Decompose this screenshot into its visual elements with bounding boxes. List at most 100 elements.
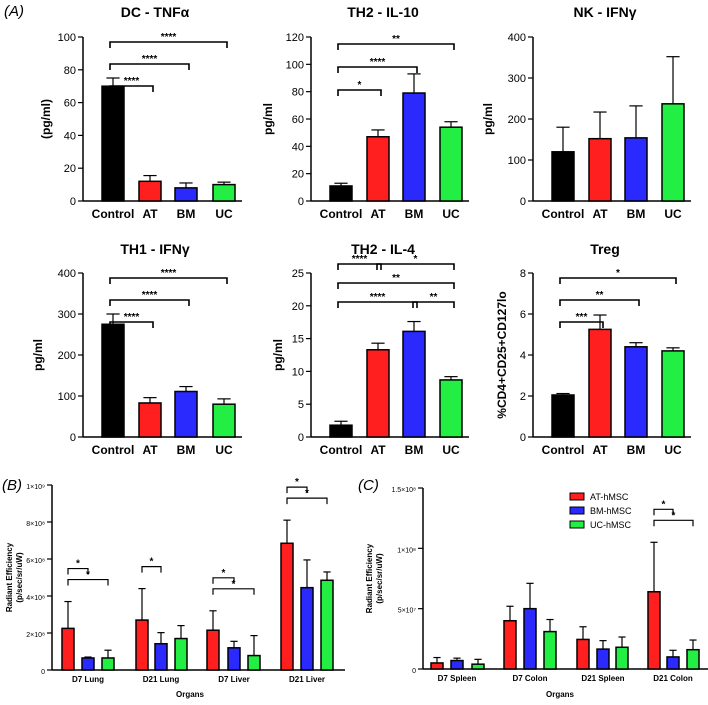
significance-bracket: [653, 519, 694, 527]
bar-control: [551, 151, 575, 202]
significance-bracket: [337, 66, 418, 73]
significance-bracket: [559, 277, 677, 284]
significance-bracket: [337, 263, 382, 270]
significance-label: ****: [161, 32, 177, 43]
significance-label: ****: [161, 268, 177, 279]
y-tick-label: 100: [58, 391, 76, 403]
bar-at: [206, 629, 220, 671]
bar-bm: [523, 607, 537, 670]
significance-bracket: [109, 41, 228, 48]
x-axis-label: Organs: [546, 690, 575, 699]
bar-control: [329, 424, 353, 438]
bar-at: [366, 136, 390, 202]
y-tick-label: 100: [508, 155, 526, 167]
y-tick-label: 2: [520, 391, 526, 403]
legend-swatch: [569, 492, 585, 501]
y-tick-label: 40: [292, 141, 304, 153]
y-axis-label: Radiant Efficiency: [365, 543, 374, 613]
y-tick-label: 0: [412, 668, 416, 675]
legend-swatch: [569, 506, 585, 515]
x-tick-label: UC: [664, 207, 682, 221]
bar-control: [101, 323, 125, 438]
chart-title: TH1 - IFNγ: [120, 241, 189, 257]
y-tick-label: 4: [520, 350, 526, 362]
bar-uc: [212, 403, 236, 438]
y-tick-label: 1×10⁸: [397, 547, 416, 554]
significance-label: **: [392, 273, 400, 284]
x-tick-label: BM: [405, 207, 424, 221]
x-axis-label: Organs: [176, 690, 205, 699]
bar-uc: [439, 379, 463, 438]
x-tick-label: AT: [142, 443, 158, 457]
significance-label: *: [86, 570, 90, 581]
significance-label: *: [414, 254, 418, 265]
y-tick-label: 200: [58, 350, 76, 362]
x-tick-label: D21 Liver: [289, 675, 325, 684]
chart-title: Treg: [590, 241, 620, 257]
bar-uc: [212, 183, 236, 202]
significance-bracket: [653, 508, 674, 516]
y-tick-label: 10: [292, 366, 304, 378]
chart-title: NK - IFNγ: [574, 4, 637, 20]
bar-bm: [174, 390, 198, 438]
significance-label: *: [232, 579, 236, 590]
bar-bm: [300, 586, 314, 671]
y-tick-label: 8×10⁸: [26, 521, 45, 528]
x-tick-label: D7 Liver: [218, 675, 250, 684]
y-axis-label: (p/sec/sr/uW): [15, 552, 24, 603]
significance-label: *: [616, 268, 620, 279]
significance-bracket: [67, 578, 109, 586]
chart-title: TH2 - IL-10: [347, 4, 419, 20]
y-axis-label: Radiant Efficiency: [5, 542, 14, 612]
bar-bm: [624, 346, 648, 438]
significance-label: ****: [124, 76, 140, 87]
y-tick-label: 0: [70, 432, 76, 444]
significance-label: **: [430, 292, 438, 303]
legend-swatch: [569, 520, 585, 529]
x-tick-label: BM: [627, 443, 646, 457]
bar-uc: [439, 126, 463, 202]
x-tick-label: BM: [627, 207, 646, 221]
legend-label: BM-hMSC: [590, 506, 632, 516]
bar-uc: [471, 663, 485, 670]
y-tick-label: 80: [64, 65, 76, 77]
significance-bracket: [559, 299, 640, 306]
bar-at: [61, 627, 75, 671]
x-tick-label: BM: [405, 443, 424, 457]
chart-th1-ifng: 0 100 200 300 400 TH1 - IFNγ pg/ml Control AT BM U…: [31, 241, 242, 457]
significance-bracket: [376, 263, 455, 270]
bar-at: [366, 349, 390, 438]
x-tick-label: AT: [370, 207, 386, 221]
bar-uc: [686, 648, 700, 670]
x-tick-label: UC: [442, 207, 460, 221]
chart-title: DC - TNFα: [121, 4, 190, 20]
bar-uc: [320, 579, 334, 671]
y-axis-label: pg/ml: [481, 103, 495, 135]
x-tick-label: Control: [320, 443, 363, 457]
x-tick-label: Control: [92, 207, 135, 221]
x-tick-label: D7 Colon: [512, 674, 547, 683]
bar-at: [430, 662, 444, 670]
bar-uc: [174, 637, 188, 671]
chart-panel-b: 0 2×10⁸ 4×10⁸ 6×10⁸ 8×10⁸ 1×10⁹ Radiant Effici…: [5, 477, 345, 699]
x-tick-label: Control: [542, 443, 585, 457]
y-tick-label: 0: [41, 669, 45, 676]
significance-label: ****: [352, 254, 368, 265]
y-axis-label: (p/sec/sr/uW): [375, 553, 384, 604]
bar-at: [588, 137, 612, 202]
x-tick-label: AT: [592, 207, 608, 221]
bar-at: [576, 638, 590, 670]
significance-bracket: [412, 301, 455, 308]
legend-label: AT-hMSC: [590, 492, 629, 502]
y-tick-label: 60: [64, 98, 76, 110]
y-tick-label: 400: [508, 32, 526, 44]
y-tick-label: 8: [520, 268, 526, 280]
y-tick-label: 2×10⁸: [26, 632, 45, 639]
y-tick-label: 0: [298, 432, 304, 444]
y-tick-label: 80: [292, 87, 304, 99]
panel-label-a: (A): [4, 3, 24, 20]
y-tick-label: 100: [286, 59, 304, 71]
significance-bracket: [337, 89, 382, 96]
y-axis-label: pg/ml: [261, 103, 275, 135]
y-tick-label: 40: [64, 130, 76, 142]
